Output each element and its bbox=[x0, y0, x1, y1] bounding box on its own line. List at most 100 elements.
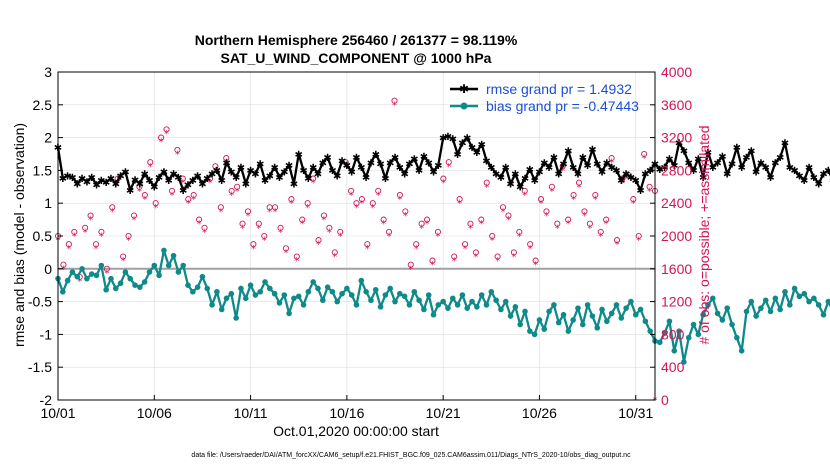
y2-tick-label: 4000 bbox=[661, 64, 692, 80]
rmse-point: ✱ bbox=[444, 132, 452, 143]
bias-point bbox=[214, 288, 220, 295]
rmse-point: ✱ bbox=[516, 183, 524, 194]
rmse-series: ✱✱✱✱✱✱✱✱✱✱✱✱✱✱✱✱✱✱✱✱✱✱✱✱✱✱✱✱✱✱✱✱✱✱✱✱✱✱✱✱… bbox=[54, 132, 830, 197]
bias-point bbox=[536, 317, 543, 323]
bias-point bbox=[204, 285, 211, 292]
obs-assimilated-point: * bbox=[278, 227, 283, 238]
obs-possible-point bbox=[185, 196, 192, 203]
rmse-point: ✱ bbox=[805, 163, 813, 174]
obs-assimilated-point: * bbox=[66, 244, 71, 255]
x-tick-label: 10/06 bbox=[137, 405, 172, 421]
rmse-point: ✱ bbox=[107, 174, 115, 185]
rmse-point: ✱ bbox=[477, 140, 485, 151]
rmse-point: ✱ bbox=[78, 174, 86, 185]
bias-point bbox=[348, 292, 355, 298]
obs-assimilated-point: * bbox=[593, 195, 598, 206]
obs-assimilated-point: * bbox=[653, 396, 658, 407]
bias-point bbox=[469, 298, 475, 305]
obs-possible-point bbox=[646, 183, 653, 190]
y-tick-label: 1 bbox=[44, 195, 52, 211]
bias-point bbox=[565, 328, 572, 334]
bias-point bbox=[170, 252, 177, 259]
obs-assimilated-point: * bbox=[142, 195, 147, 206]
series-rmse-line bbox=[56, 135, 830, 192]
obs-assimilated-point: * bbox=[262, 236, 267, 247]
rmse-point: ✱ bbox=[617, 176, 625, 187]
obs-assimilated-point: * bbox=[511, 252, 516, 263]
legend-bias-marker bbox=[460, 102, 468, 110]
obs-possible-point bbox=[234, 183, 241, 190]
bias-point bbox=[613, 302, 620, 308]
rmse-point: ✱ bbox=[160, 168, 168, 179]
obs-assimilated-point: * bbox=[164, 129, 169, 140]
bias-series bbox=[55, 247, 830, 365]
obs-assimilated-point: * bbox=[370, 203, 375, 214]
obs-possible-point bbox=[592, 191, 599, 199]
obs-assimilated-point: * bbox=[522, 191, 527, 202]
rmse-point: ✱ bbox=[458, 139, 466, 150]
obs-possible-point bbox=[472, 249, 479, 256]
bias-point bbox=[430, 311, 437, 318]
obs-possible-point bbox=[304, 200, 311, 207]
rmse-point: ✱ bbox=[819, 169, 827, 180]
rmse-point: ✱ bbox=[136, 179, 144, 190]
left-y-axis-label: rmse and bias (model - observation) bbox=[11, 123, 27, 347]
y2-tick-label: 2400 bbox=[661, 195, 692, 211]
obs-possible-point bbox=[375, 187, 382, 194]
bias-point bbox=[262, 279, 268, 285]
obs-possible-point bbox=[505, 212, 512, 219]
obs-possible-point bbox=[429, 257, 436, 264]
chart-title: Northern Hemisphere 256460 / 261377 = 98… bbox=[195, 32, 518, 48]
rmse-point: ✱ bbox=[189, 176, 197, 187]
rmse-point: ✱ bbox=[535, 168, 543, 179]
obs-assimilated-point: * bbox=[169, 191, 174, 202]
rmse-point: ✱ bbox=[270, 163, 278, 174]
obs-possible-point bbox=[239, 220, 246, 227]
bias-point bbox=[363, 288, 369, 295]
bias-point bbox=[459, 292, 466, 298]
obs-possible-point bbox=[228, 187, 235, 194]
rmse-point: ✱ bbox=[217, 176, 225, 187]
obs-possible-point bbox=[635, 232, 642, 240]
rmse-point: ✱ bbox=[213, 166, 221, 177]
rmse-point: ✱ bbox=[357, 163, 365, 174]
rmse-point: ✱ bbox=[733, 143, 741, 154]
bias-point bbox=[315, 285, 321, 292]
rmse-point: ✱ bbox=[675, 139, 683, 150]
bias-point bbox=[194, 284, 201, 290]
rmse-point: ✱ bbox=[810, 173, 818, 184]
obs-assimilated-point: * bbox=[463, 244, 468, 255]
rmse-point: ✱ bbox=[680, 147, 688, 158]
bias-point bbox=[281, 292, 288, 298]
legend-rmse-marker: ✱ bbox=[459, 82, 469, 96]
rmse-point: ✱ bbox=[762, 163, 770, 174]
obs-possible-point bbox=[71, 228, 78, 235]
bias-point bbox=[377, 304, 384, 310]
rmse-point: ✱ bbox=[574, 169, 582, 180]
obs-assimilated-point: * bbox=[88, 215, 93, 226]
bias-point bbox=[551, 302, 557, 308]
bias-point bbox=[305, 288, 312, 295]
bias-point bbox=[647, 328, 653, 334]
bias-point bbox=[276, 300, 283, 306]
bias-point bbox=[223, 295, 230, 302]
rmse-point: ✱ bbox=[771, 158, 779, 169]
rmse-point: ✱ bbox=[232, 173, 240, 184]
rmse-point: ✱ bbox=[598, 168, 606, 179]
bias-point bbox=[753, 313, 759, 319]
obs-possible-point bbox=[288, 196, 295, 203]
rmse-point: ✱ bbox=[559, 160, 567, 171]
rmse-point: ✱ bbox=[251, 169, 259, 180]
obs-possible-point bbox=[130, 212, 138, 219]
bias-point bbox=[60, 288, 66, 295]
bias-point bbox=[570, 317, 576, 323]
bias-point bbox=[791, 285, 798, 292]
rmse-point: ✱ bbox=[372, 150, 380, 161]
rmse-point: ✱ bbox=[656, 165, 664, 176]
obs-possible-point bbox=[445, 159, 452, 166]
rmse-point: ✱ bbox=[193, 171, 201, 182]
rmse-point: ✱ bbox=[814, 179, 822, 190]
rmse-point: ✱ bbox=[718, 152, 726, 163]
bias-point bbox=[541, 326, 548, 332]
obs-assimilated-point: * bbox=[636, 236, 641, 247]
